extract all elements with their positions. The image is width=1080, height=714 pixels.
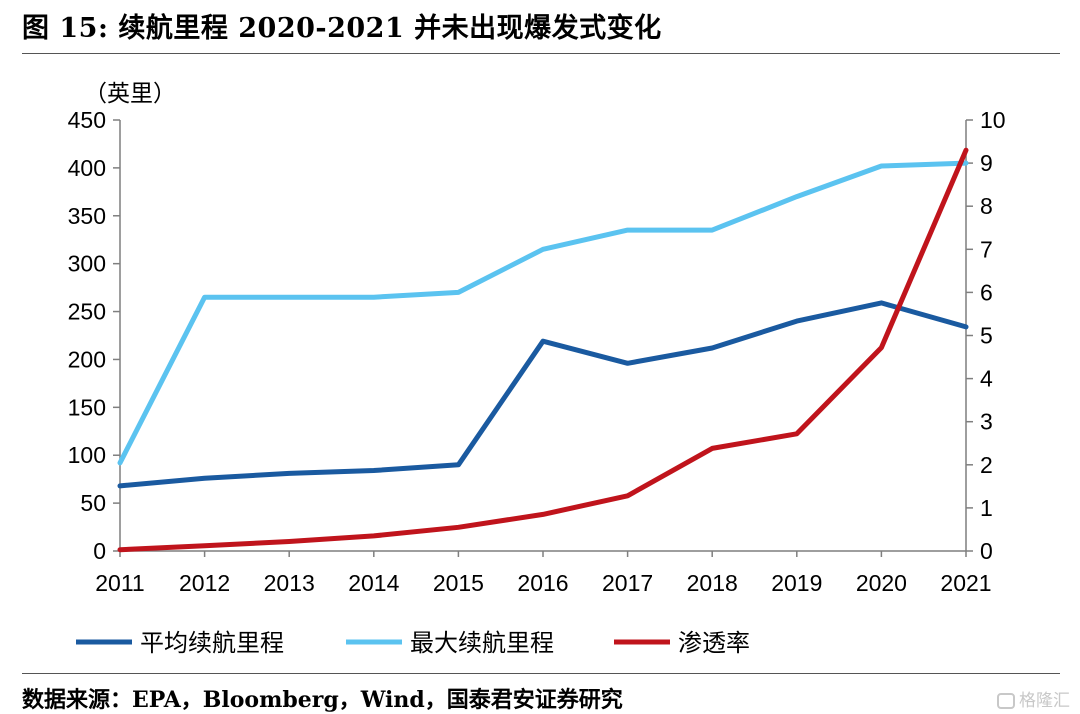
right-tick-label: 9 [980, 150, 993, 176]
watermark: 格隆汇 [997, 686, 1070, 711]
right-tick-label: 5 [980, 323, 993, 349]
left-tick-label: 50 [80, 490, 106, 516]
x-tick-label: 2020 [856, 570, 907, 596]
x-tick-label: 2014 [348, 570, 399, 596]
source-note: 数据来源：EPA，Bloomberg，Wind，国泰君安证券研究 [22, 687, 623, 713]
source-rule [22, 673, 1060, 674]
right-tick-label: 4 [980, 366, 993, 392]
right-tick-label: 6 [980, 279, 993, 305]
left-axis-label: （英里） [84, 80, 176, 106]
x-tick-label: 2021 [940, 570, 991, 596]
right-tick-label: 2 [980, 452, 993, 478]
right-tick-label: 1 [980, 495, 993, 521]
left-tick-label: 100 [68, 442, 106, 468]
left-tick-label: 450 [68, 107, 106, 133]
legend-label-2: 最大续航里程 [410, 630, 554, 657]
right-tick-label: 10 [980, 107, 1006, 133]
left-tick-label: 400 [68, 155, 106, 181]
series-line-1 [117, 300, 969, 489]
x-tick-label: 2013 [264, 570, 315, 596]
right-tick-label: 7 [980, 236, 993, 262]
title-rule [22, 53, 1060, 54]
x-tick-label: 2019 [771, 570, 822, 596]
legend-label-3: 渗透率 [678, 630, 750, 657]
left-tick-label: 350 [68, 203, 106, 229]
legend-label-1: 平均续航里程 [140, 630, 284, 657]
x-tick-label: 2012 [179, 570, 230, 596]
watermark-logo-icon [997, 693, 1015, 709]
x-tick-label: 2018 [687, 570, 738, 596]
watermark-text: 格隆汇 [1019, 691, 1070, 711]
x-tick-label: 2016 [517, 570, 568, 596]
left-tick-label: 300 [68, 251, 106, 277]
right-tick-label: 3 [980, 409, 993, 435]
left-tick-label: 250 [68, 299, 106, 325]
left-tick-label: 150 [68, 394, 106, 420]
left-tick-label: 0 [93, 538, 106, 564]
x-tick-label: 2011 [95, 570, 144, 596]
right-tick-label: 0 [980, 538, 993, 564]
left-tick-label: 200 [68, 346, 106, 372]
series-line-2 [117, 160, 969, 466]
figure-title: 图 15: 续航里程 2020-2021 并未出现爆发式变化 [22, 13, 662, 44]
right-tick-label: 8 [980, 193, 993, 219]
series-line-3 [117, 147, 969, 553]
x-tick-label: 2015 [433, 570, 484, 596]
x-tick-label: 2017 [602, 570, 653, 596]
